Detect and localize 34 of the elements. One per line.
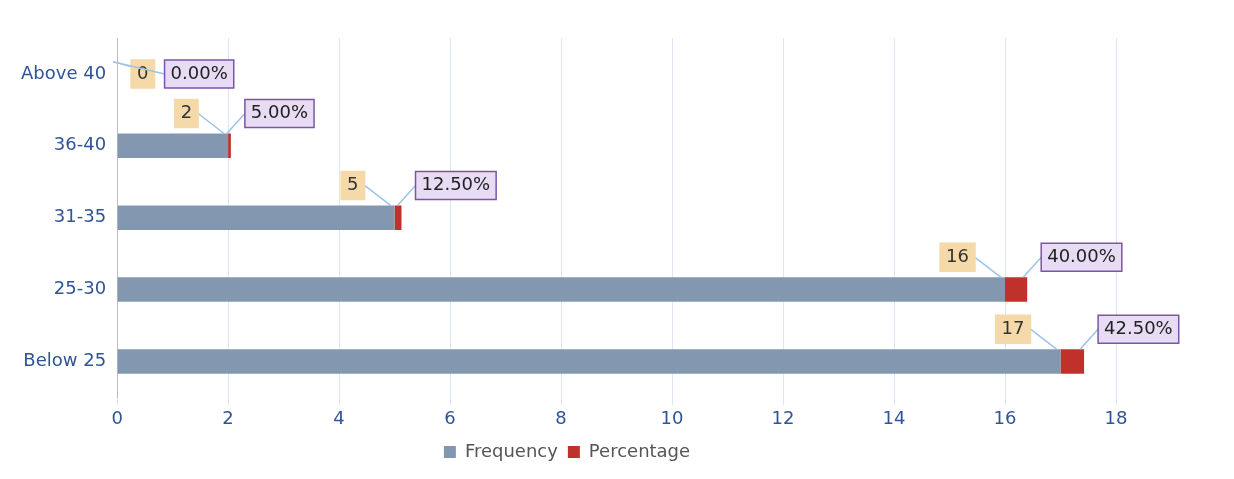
x-tick-label: 8 <box>555 406 567 428</box>
bar <box>1005 277 1028 302</box>
y-tick-label: Below 25 <box>23 349 107 371</box>
x-tick-label: 18 <box>1104 406 1128 428</box>
y-tick-label: Above 40 <box>21 61 107 83</box>
bar <box>394 205 402 230</box>
data-label: 2 <box>180 101 193 123</box>
bar <box>228 133 231 159</box>
bar <box>1060 349 1085 374</box>
x-tick-label: 2 <box>222 406 234 428</box>
data-label: 16 <box>946 244 970 266</box>
x-tick-label: 10 <box>660 406 684 428</box>
data-label: 42.50% <box>1104 316 1173 338</box>
legend-label: Percentage <box>588 439 691 461</box>
data-label: 40.00% <box>1047 244 1116 266</box>
data-label: 12.50% <box>421 173 491 195</box>
x-tick-label: 6 <box>444 406 456 428</box>
x-tick-label: 14 <box>882 406 906 428</box>
legend-label: Frequency <box>464 439 559 461</box>
bar <box>117 277 1006 302</box>
x-tick-label: 16 <box>993 406 1017 428</box>
data-label: 5.00% <box>250 101 309 123</box>
x-tick-label: 4 <box>333 406 345 428</box>
y-tick-label: 31-35 <box>53 205 107 227</box>
bar <box>117 205 395 230</box>
y-tick-label: 25-30 <box>53 277 107 299</box>
data-label: 17 <box>1001 316 1025 338</box>
bar <box>117 349 1061 374</box>
x-tick-label: 0 <box>111 406 123 428</box>
y-tick-label: 36-40 <box>53 133 107 155</box>
bar <box>117 133 229 159</box>
data-label: 5 <box>347 173 359 195</box>
data-label: 0.00% <box>170 61 228 83</box>
x-tick-label: 12 <box>771 406 795 428</box>
